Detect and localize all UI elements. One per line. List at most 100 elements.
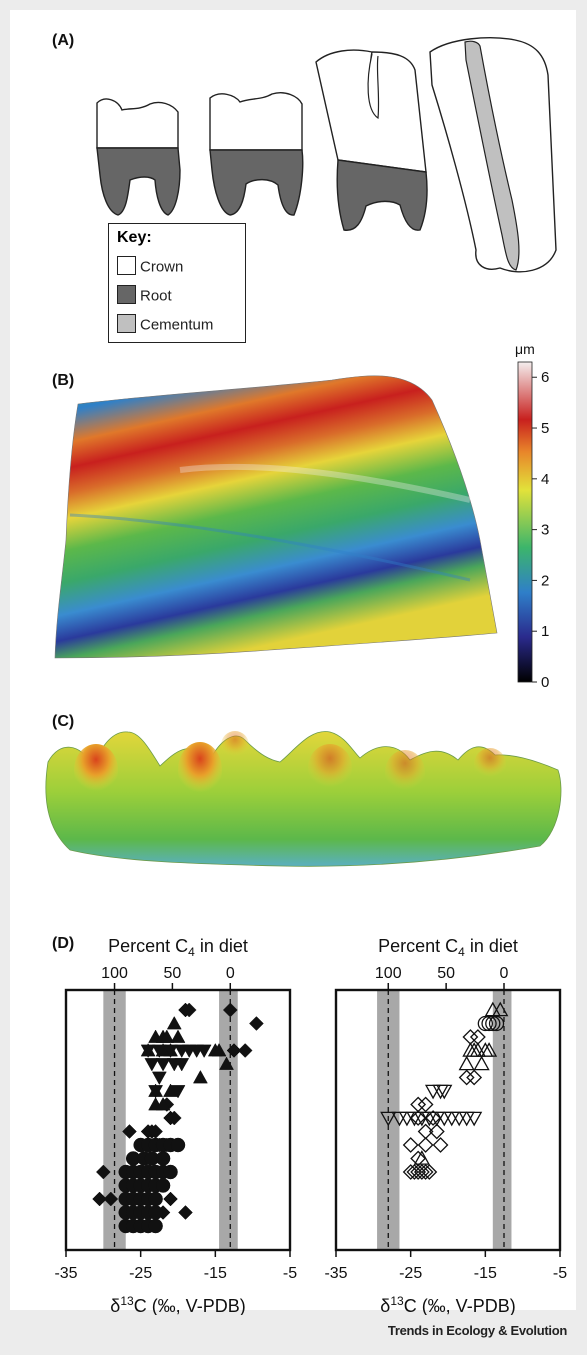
reference-band [492, 990, 512, 1250]
top-tick-label: 50 [437, 965, 455, 982]
data-point-circle [485, 1015, 501, 1032]
data-point-diamond [410, 1110, 427, 1126]
top-axis-title: Percent C4 in diet [378, 936, 518, 959]
colorbar: μm 0 1 2 3 4 5 6 [515, 341, 549, 691]
data-point-diamond [417, 1164, 434, 1180]
data-point-circle [148, 1205, 163, 1220]
scatter-plot-1: -35 -25 -15 -5 100 50 0 Percent C4 in diet δ13C … [54, 936, 297, 1315]
top-axis-title: Percent C4 in diet [108, 936, 248, 959]
data-point-circle [148, 1218, 163, 1234]
data-point-triangle-down [436, 1084, 453, 1100]
data-point-diamond [466, 1069, 483, 1086]
data-point-diamond [122, 1124, 137, 1139]
crown-swatch [117, 256, 136, 275]
data-point-diamond [402, 1137, 419, 1153]
data-point-diamond [226, 1043, 242, 1058]
data-point-triangle-down [140, 1044, 156, 1059]
scatter-plot-2: -35 -25 -15 -5 100 50 0 Percent C4 in diet δ13C … [324, 936, 567, 1315]
data-point-diamond [163, 1191, 178, 1207]
data-point-circle [163, 1164, 178, 1180]
data-point-triangle-down [466, 1111, 483, 1127]
data-point-diamond [432, 1137, 449, 1153]
data-point-diamond [406, 1164, 423, 1180]
key-item-cementum: Cementum [117, 314, 214, 335]
data-point-triangle-up [166, 1015, 182, 1030]
colorbar-tick-label: 4 [541, 471, 549, 488]
x-tick-label: -5 [283, 1265, 297, 1282]
tooth-4-drawing [429, 37, 557, 273]
data-point-triangle-up [480, 1042, 498, 1057]
colorbar-tick-label: 0 [541, 674, 549, 691]
tooth-2-drawing [209, 92, 304, 216]
data-point-triangle-up [155, 1096, 171, 1111]
molar-surface-model [45, 731, 562, 867]
colorbar-tick-label: 6 [541, 369, 549, 386]
top-tick-label: 50 [164, 965, 182, 982]
key-item-root: Root [117, 285, 172, 306]
data-point-triangle-down [151, 1044, 167, 1059]
data-point-diamond [417, 1137, 434, 1153]
data-point-circle [148, 1191, 163, 1207]
panel-d-label: (D) [52, 935, 75, 952]
data-point-triangle-down [163, 1044, 178, 1059]
x-tick-label: -35 [324, 1265, 347, 1282]
data-point-triangle-up [192, 1069, 208, 1084]
data-point-triangle-up [492, 1001, 509, 1017]
top-tick-label: 100 [375, 965, 402, 982]
colorbar-tick-label: 5 [541, 420, 549, 437]
data-point-triangle-down [144, 1058, 160, 1072]
journal-footer: Trends in Ecology & Evolution [387, 1323, 567, 1338]
key-item-label: Cementum [140, 316, 214, 334]
tooth-3-drawing [315, 49, 428, 231]
data-point-triangle-up [219, 1056, 234, 1070]
data-point-circle [170, 1137, 186, 1153]
data-point-diamond [428, 1123, 445, 1140]
x-tick-label: -25 [399, 1265, 422, 1282]
data-point-circle [481, 1015, 497, 1032]
data-point-triangle-down [148, 1085, 164, 1099]
data-point-triangle-down [151, 1071, 167, 1086]
data-point-triangle-down [380, 1111, 397, 1127]
data-point-triangle-up [211, 1042, 227, 1057]
data-point-triangle-down [458, 1111, 475, 1127]
x-tick-label: -35 [54, 1265, 77, 1282]
surface-topography: μm 0 1 2 3 4 5 6 [54, 341, 549, 691]
tooth-diagram [96, 37, 557, 273]
x-tick-label: -25 [129, 1265, 152, 1282]
colorbar-unit: μm [515, 341, 535, 357]
data-point-diamond [417, 1096, 434, 1113]
reference-band [219, 990, 238, 1250]
data-point-diamond [103, 1191, 119, 1207]
data-point-diamond [421, 1164, 438, 1180]
panel-b-label: (B) [52, 372, 75, 389]
colorbar-tick-label: 2 [541, 572, 549, 589]
key-item-label: Root [140, 287, 172, 305]
cementum-swatch [117, 314, 136, 333]
colorbar-tick-label: 3 [541, 522, 549, 539]
data-point-triangle-down [174, 1058, 190, 1072]
top-tick-label: 0 [500, 965, 509, 982]
data-point-diamond [237, 1043, 253, 1058]
data-point-diamond [92, 1191, 107, 1207]
data-point-diamond [178, 1205, 193, 1220]
top-tick-label: 100 [101, 965, 128, 982]
data-point-diamond [413, 1164, 430, 1180]
data-point-diamond [402, 1164, 419, 1180]
data-point-triangle-up [159, 1029, 175, 1043]
panel-c-label: (C) [52, 713, 75, 730]
colorbar-tick-label: 1 [541, 623, 549, 640]
data-point-triangle-down [155, 1058, 171, 1072]
plot-frame [64, 988, 292, 1252]
data-point-diamond [181, 1002, 197, 1018]
data-point-diamond [166, 1110, 182, 1126]
data-point-triangle-up [458, 1055, 475, 1071]
key-item-crown: Crown [117, 256, 183, 277]
data-point-triangle-down [196, 1044, 212, 1059]
x-axis-title: δ13C (‰, V-PDB) [380, 1294, 515, 1315]
data-point-circle [477, 1015, 493, 1032]
data-point-diamond [469, 1029, 486, 1045]
x-axis-title: δ13C (‰, V-PDB) [110, 1294, 245, 1315]
isotope-scatter-plots: -35 -25 -15 -5 100 50 0 Percent C4 in diet δ13C … [54, 936, 567, 1315]
data-point-circle [488, 1015, 505, 1032]
data-point-circle [155, 1151, 171, 1166]
